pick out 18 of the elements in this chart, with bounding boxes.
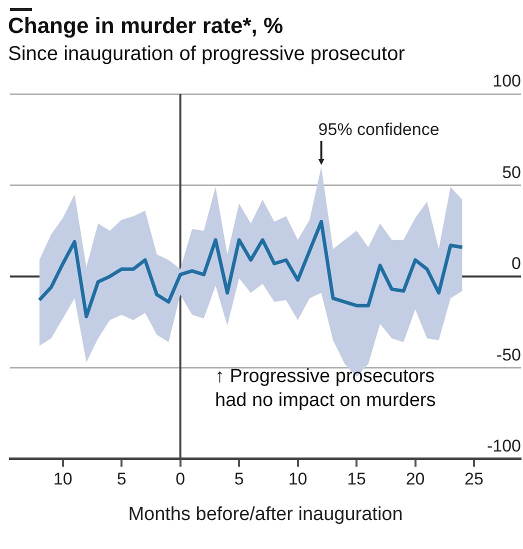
x-tick-label: 5 [116,470,126,489]
x-tick-label: 25 [464,470,484,489]
chart-subtitle: Since inauguration of progressive prosecutor [8,43,406,66]
x-axis-title: Months before/after inauguration [128,504,403,525]
annotation: 95% confidence [318,120,440,139]
y-tick-label: 100 [492,72,521,91]
x-tick-label: 15 [347,470,366,489]
annotation: ↑ Progressive prosecutors had no impact on murders [215,365,437,413]
x-tick-label: 10 [288,470,308,489]
x-tick-label: 10 [53,470,72,489]
chart-title: Change in murder rate*, % [8,13,284,39]
y-tick-label: -100 [486,436,521,456]
y-tick-label: 0 [512,254,521,274]
y-tick-label: 50 [502,162,521,182]
x-tick-label: 5 [234,470,244,489]
x-tick-label: 20 [406,470,425,489]
x-tick-label: 0 [176,470,186,489]
y-tick-label: -50 [496,345,521,364]
